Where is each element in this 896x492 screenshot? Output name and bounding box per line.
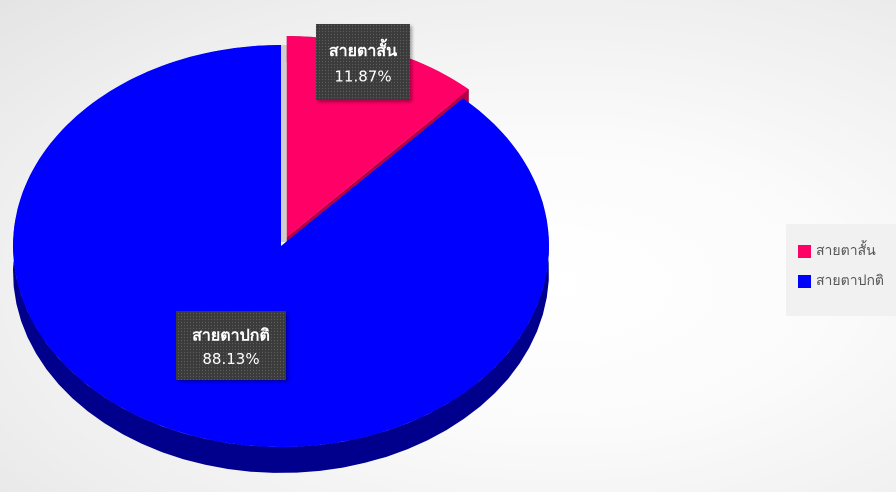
legend-item-short-sighted[interactable]: สายตาสั้น xyxy=(798,236,896,266)
legend-swatch-normal-sight xyxy=(798,274,811,288)
data-label-1: สายตาสั้น 11.87% xyxy=(316,24,410,100)
legend-label-short-sighted: สายตาสั้น xyxy=(816,243,876,259)
data-label-value-2: 88.13% xyxy=(202,350,259,368)
chart-legend: สายตาสั้น สายตาปกติ xyxy=(786,224,896,316)
pie-slice-2[interactable] xyxy=(12,44,549,447)
legend-item-normal-sight[interactable]: สายตาปกติ xyxy=(798,266,896,296)
data-label-2: สายตาปกติ 88.13% xyxy=(176,311,286,380)
data-label-box-2 xyxy=(176,311,286,380)
legend-swatch-short-sighted xyxy=(798,244,811,258)
legend-label-normal-sight: สายตาปกติ xyxy=(816,273,885,289)
data-label-category-1: สายตาสั้น xyxy=(329,38,397,60)
data-label-box-1 xyxy=(316,24,410,100)
data-label-category-2: สายตาปกติ xyxy=(192,325,270,344)
data-label-value-1: 11.87% xyxy=(334,68,391,86)
